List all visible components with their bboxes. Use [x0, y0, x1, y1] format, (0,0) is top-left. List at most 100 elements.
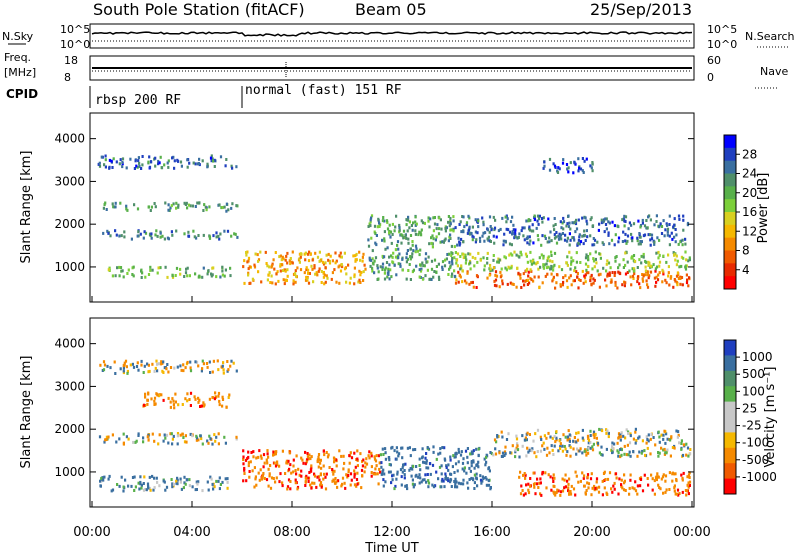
data-cell — [656, 278, 660, 282]
data-cell — [109, 234, 112, 238]
data-cell — [136, 165, 139, 169]
data-cell — [591, 445, 594, 449]
data-cell — [595, 261, 598, 265]
data-cell — [434, 238, 437, 242]
data-cell — [529, 484, 532, 488]
data-cell — [655, 214, 658, 218]
data-cell — [385, 261, 389, 264]
data-cell — [176, 434, 179, 438]
data-cell — [378, 221, 381, 225]
data-cell — [272, 477, 275, 480]
data-cell — [213, 158, 216, 162]
data-cell — [441, 260, 445, 264]
data-cell — [329, 254, 332, 258]
data-cell — [494, 447, 497, 451]
data-cell — [529, 250, 532, 254]
data-cell — [562, 158, 565, 162]
data-cell — [665, 432, 668, 436]
data-cell — [99, 484, 102, 488]
data-cell — [155, 359, 158, 363]
data-cell — [452, 219, 455, 223]
data-cell — [669, 438, 672, 442]
data-cell — [609, 266, 612, 270]
data-cell — [503, 232, 506, 236]
data-cell — [562, 227, 565, 231]
data-cell — [450, 244, 453, 248]
data-cell — [470, 232, 473, 235]
data-cell — [279, 264, 282, 268]
ytick-label: 2000 — [54, 217, 85, 231]
data-cell — [575, 431, 578, 435]
data-cell — [298, 257, 301, 261]
data-cell — [586, 264, 590, 268]
data-cell — [204, 205, 207, 209]
data-cell — [173, 406, 176, 410]
data-cell — [314, 251, 317, 255]
data-cell — [376, 472, 379, 476]
data-cell — [432, 485, 436, 489]
data-cell — [122, 442, 125, 446]
data-cell — [501, 282, 504, 286]
data-cell — [570, 283, 573, 287]
data-cell — [474, 256, 477, 260]
data-cell — [364, 461, 367, 465]
data-cell — [122, 485, 125, 489]
data-cell — [156, 369, 159, 373]
data-cell — [121, 161, 124, 164]
data-cell — [526, 260, 529, 264]
data-cell — [354, 465, 357, 469]
data-cell — [386, 275, 389, 279]
data-cell — [179, 272, 182, 276]
data-cell — [554, 491, 557, 495]
data-cell — [221, 398, 225, 401]
data-cell — [457, 450, 461, 454]
data-cell — [536, 450, 539, 453]
data-cell — [592, 430, 596, 434]
data-cell — [600, 445, 603, 449]
data-cell — [131, 362, 134, 366]
data-cell — [566, 167, 569, 171]
noise-sky-trace — [91, 31, 693, 37]
data-cell — [542, 263, 545, 267]
data-cell — [320, 281, 323, 284]
data-cell — [537, 267, 540, 271]
data-cell — [687, 485, 690, 489]
data-cell — [531, 260, 534, 263]
data-cell — [503, 454, 506, 457]
data-cell — [585, 453, 588, 457]
data-cell — [448, 224, 451, 228]
data-cell — [309, 252, 312, 256]
data-cell — [142, 488, 146, 492]
data-cell — [458, 223, 461, 226]
data-cell — [418, 481, 421, 485]
data-cell — [421, 478, 424, 482]
data-cell — [655, 265, 659, 269]
data-cell — [172, 434, 175, 438]
data-cell — [361, 259, 364, 263]
data-cell — [628, 221, 631, 225]
data-cell — [680, 264, 683, 268]
data-cell — [305, 476, 308, 480]
data-cell — [628, 486, 631, 490]
data-cell — [259, 250, 262, 254]
data-cell — [642, 274, 645, 278]
data-cell — [660, 225, 664, 228]
data-cell — [426, 446, 429, 449]
data-cell — [331, 468, 334, 471]
data-cell — [166, 363, 169, 366]
data-cell — [573, 160, 576, 164]
data-cell — [567, 170, 570, 174]
data-cell — [632, 437, 635, 441]
data-cell — [471, 225, 474, 229]
data-cell — [673, 235, 676, 239]
data-cell — [209, 371, 212, 374]
data-cell — [471, 255, 474, 259]
data-cell — [310, 486, 313, 490]
data-cell — [579, 447, 582, 451]
data-cell — [477, 447, 480, 451]
data-cell — [418, 473, 421, 477]
data-cell — [398, 452, 401, 456]
data-cell — [526, 431, 529, 435]
data-cell — [418, 464, 421, 467]
